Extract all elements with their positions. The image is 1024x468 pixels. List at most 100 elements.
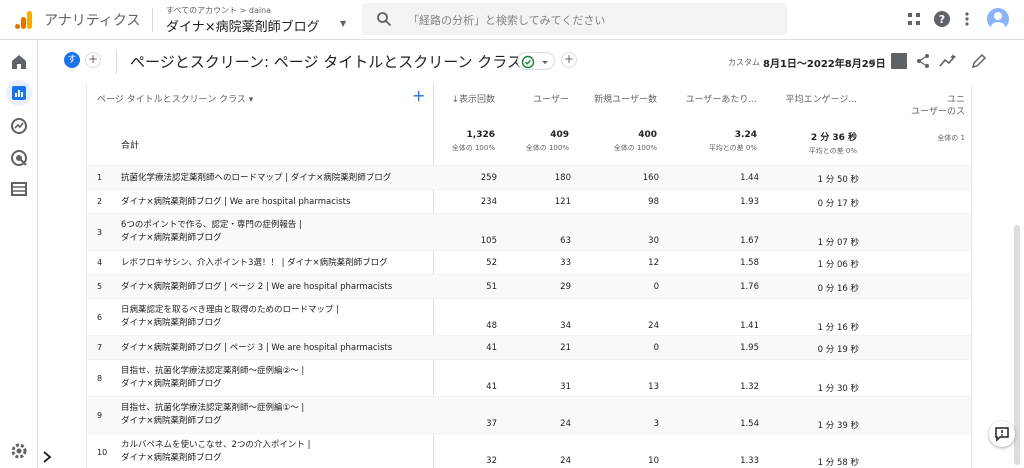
app-name: アナリティクス — [44, 13, 141, 29]
feedback-button[interactable] — [989, 421, 1015, 447]
table-cell: 10 — [648, 456, 659, 466]
total-cell: 3.24 平均との差 0% — [709, 130, 757, 153]
row-title[interactable]: 日病薬認定を取るべき理由と取得のためのロードマップ | ダイナ×病院薬剤師ブログ — [121, 304, 339, 330]
row-title-line: ダイナ×病院薬剤師ブログ | We are hospital pharmacis… — [121, 197, 351, 207]
table-cell: 3 — [653, 419, 659, 429]
edit-pencil-icon[interactable] — [971, 53, 987, 69]
table-cell: 33 — [560, 258, 571, 268]
table-row[interactable]: 5 ダイナ×病院薬剤師ブログ | ページ 2 | We are hospital … — [87, 274, 971, 298]
column-header[interactable]: ユーザー — [533, 95, 569, 105]
total-cell: 1,326 全体の 100% — [452, 130, 495, 153]
total-label: 合計 — [121, 141, 140, 151]
table-cell: 0 分 19 秒 — [817, 345, 859, 355]
table-cell: 1.41 — [740, 321, 759, 331]
chevron-down-icon[interactable]: ▼ — [870, 58, 876, 66]
table-cell: 37 — [486, 419, 497, 429]
search-placeholder: 「経路の分析」と検索してみてください — [408, 14, 606, 27]
share-icon[interactable] — [915, 53, 931, 69]
avatar[interactable] — [987, 8, 1009, 30]
user-icon — [991, 12, 1005, 30]
row-title-line: ダイナ×病院薬剤師ブログ | ページ 3 | We are hospital p… — [121, 343, 393, 353]
row-title-line: レボフロキサシン、介入ポイント3選！！ | ダイナ×病院薬剤師ブログ — [121, 258, 388, 268]
total-value: 3.24 — [734, 130, 757, 140]
table-row[interactable]: 10 カルバペネムを使いこなせ、2つの介入ポイント | ダイナ×病院薬剤師ブログ 32… — [87, 433, 971, 468]
add-filter-button[interactable]: + — [561, 52, 577, 68]
row-title[interactable]: 6つのポイントで作る、認定・専門の症例報告 | ダイナ×病院薬剤師ブログ — [121, 219, 302, 245]
table-row[interactable]: 6 日病薬認定を取るべき理由と取得のためのロードマップ | ダイナ×病院薬剤師ブログ… — [87, 298, 971, 335]
table-cell: 24 — [560, 456, 571, 466]
settings-gear-icon[interactable] — [9, 441, 29, 461]
explore-icon[interactable] — [9, 116, 29, 136]
feedback-icon — [995, 427, 1009, 442]
row-title[interactable]: ダイナ×病院薬剤師ブログ | ページ 3 | We are hospital p… — [121, 342, 392, 355]
table-cell: 98 — [648, 197, 659, 207]
column-header[interactable]: ユニ — [946, 95, 965, 105]
table-row[interactable]: 9 目指せ、抗菌化学療法認定薬剤師～症例編①～ | ダイナ×病院薬剤師ブログ 37 24… — [87, 396, 971, 433]
account-breadcrumb[interactable]: すべてのアカウント > daina — [166, 6, 272, 15]
column-header[interactable]: ↓表示回数 — [451, 95, 495, 105]
table-cell: 1.44 — [740, 173, 759, 183]
row-title[interactable]: 目指せ、抗菌化学療法認定薬剤師～症例編①～ | ダイナ×病院薬剤師ブログ — [121, 402, 304, 428]
table-row[interactable]: 1 抗菌化学療法認定薬剤師へのロードマップ | ダイナ×病院薬剤師ブログ 259 18… — [87, 165, 971, 189]
advertising-icon[interactable] — [9, 148, 29, 168]
list-icon[interactable] — [9, 179, 29, 199]
table-row[interactable]: 3 6つのポイントで作る、認定・専門の症例報告 | ダイナ×病院薬剤師ブログ 105 6… — [87, 213, 971, 250]
table-cell: 30 — [648, 236, 659, 246]
row-number: 2 — [97, 197, 103, 206]
chevron-down-icon[interactable]: ▼ — [340, 19, 347, 28]
check-circle-icon — [521, 55, 548, 69]
row-title[interactable]: レボフロキサシン、介入ポイント3選！！ | ダイナ×病院薬剤師ブログ — [121, 257, 388, 270]
row-title[interactable]: ダイナ×病院薬剤師ブログ | ページ 2 | We are hospital p… — [121, 281, 392, 294]
date-range-selector[interactable]: 8月1日～2022年8月29日 — [763, 59, 886, 70]
reports-icon[interactable] — [9, 83, 29, 103]
home-icon[interactable] — [9, 52, 29, 72]
table-cell: 12 — [648, 258, 659, 268]
more-vert-icon[interactable] — [958, 10, 976, 28]
table-cell: 21 — [560, 343, 571, 353]
row-title-line: カルバペネムを使いこなせ、2つの介入ポイント | — [121, 440, 311, 450]
customize-report-button[interactable] — [891, 53, 907, 69]
column-header[interactable]: 新規ユーザー数 — [594, 95, 657, 105]
row-title-line: ダイナ×病院薬剤師ブログ — [121, 233, 222, 243]
table-cell: 0 分 17 秒 — [817, 199, 859, 209]
row-title[interactable]: ダイナ×病院薬剤師ブログ | We are hospital pharmacis… — [121, 196, 350, 209]
table-cell: 1 分 30 秒 — [817, 384, 859, 394]
divider — [116, 50, 117, 74]
row-title[interactable]: カルバペネムを使いこなせ、2つの介入ポイント | ダイナ×病院薬剤師ブログ — [121, 439, 310, 465]
search-icon — [377, 12, 392, 27]
add-comparison-button[interactable]: + — [85, 52, 101, 68]
chevron-right-icon[interactable] — [40, 450, 54, 464]
report-status-chip[interactable] — [517, 52, 555, 70]
analytics-logo-icon[interactable] — [14, 10, 34, 30]
help-icon[interactable]: ? — [933, 10, 951, 28]
insights-icon[interactable] — [939, 53, 957, 69]
row-title-line: 目指せ、抗菌化学療法認定薬剤師～症例編①～ | — [121, 403, 305, 413]
row-title-line: ダイナ×病院薬剤師ブログ | ページ 2 | We are hospital p… — [121, 282, 393, 292]
table-row[interactable]: 8 目指せ、抗菌化学療法認定薬剤師～症例編②～ | ダイナ×病院薬剤師ブログ 41 31… — [87, 359, 971, 396]
column-header-subtext: ユーザーのス — [911, 107, 965, 117]
row-number: 10 — [97, 447, 108, 457]
report-header: す + ページとスクリーン: ページ タイトルとスクリーン クラス + カスタム… — [38, 40, 1024, 84]
table-cell: 48 — [486, 321, 497, 331]
row-number: 5 — [97, 282, 103, 291]
column-header[interactable]: ユーザーあたり... — [685, 95, 757, 105]
table-cell: 32 — [486, 456, 497, 466]
dimension-header[interactable]: ページ タイトルとスクリーン クラス ▾ — [97, 95, 254, 105]
table-row[interactable]: 2 ダイナ×病院薬剤師ブログ | We are hospital pharmaci… — [87, 189, 971, 213]
table-cell: 1.93 — [740, 197, 759, 207]
table-cell: 259 — [480, 173, 497, 183]
table-cell: 24 — [560, 419, 571, 429]
row-title[interactable]: 目指せ、抗菌化学療法認定薬剤師～症例編②～ | ダイナ×病院薬剤師ブログ — [121, 365, 304, 391]
table-row[interactable]: 7 ダイナ×病院薬剤師ブログ | ページ 3 | We are hospital … — [87, 335, 971, 359]
account-selector[interactable]: ダイナ×病院薬剤師ブログ — [166, 20, 320, 35]
search-input[interactable]: 「経路の分析」と検索してみてください — [362, 3, 787, 35]
table-row[interactable]: 4 レボフロキサシン、介入ポイント3選！！ | ダイナ×病院薬剤師ブログ 52 33 1… — [87, 250, 971, 274]
segment-chip[interactable]: す — [64, 52, 80, 68]
column-header[interactable]: 平均エンゲージ... — [785, 95, 857, 105]
row-title[interactable]: 抗菌化学療法認定薬剤師へのロードマップ | ダイナ×病院薬剤師ブログ — [121, 172, 391, 185]
scrollbar[interactable] — [1014, 225, 1020, 465]
table-cell: 1.58 — [740, 258, 759, 268]
table-cell: 34 — [560, 321, 571, 331]
apps-grid-icon[interactable] — [905, 10, 923, 28]
add-dimension-button[interactable]: + — [412, 86, 426, 105]
